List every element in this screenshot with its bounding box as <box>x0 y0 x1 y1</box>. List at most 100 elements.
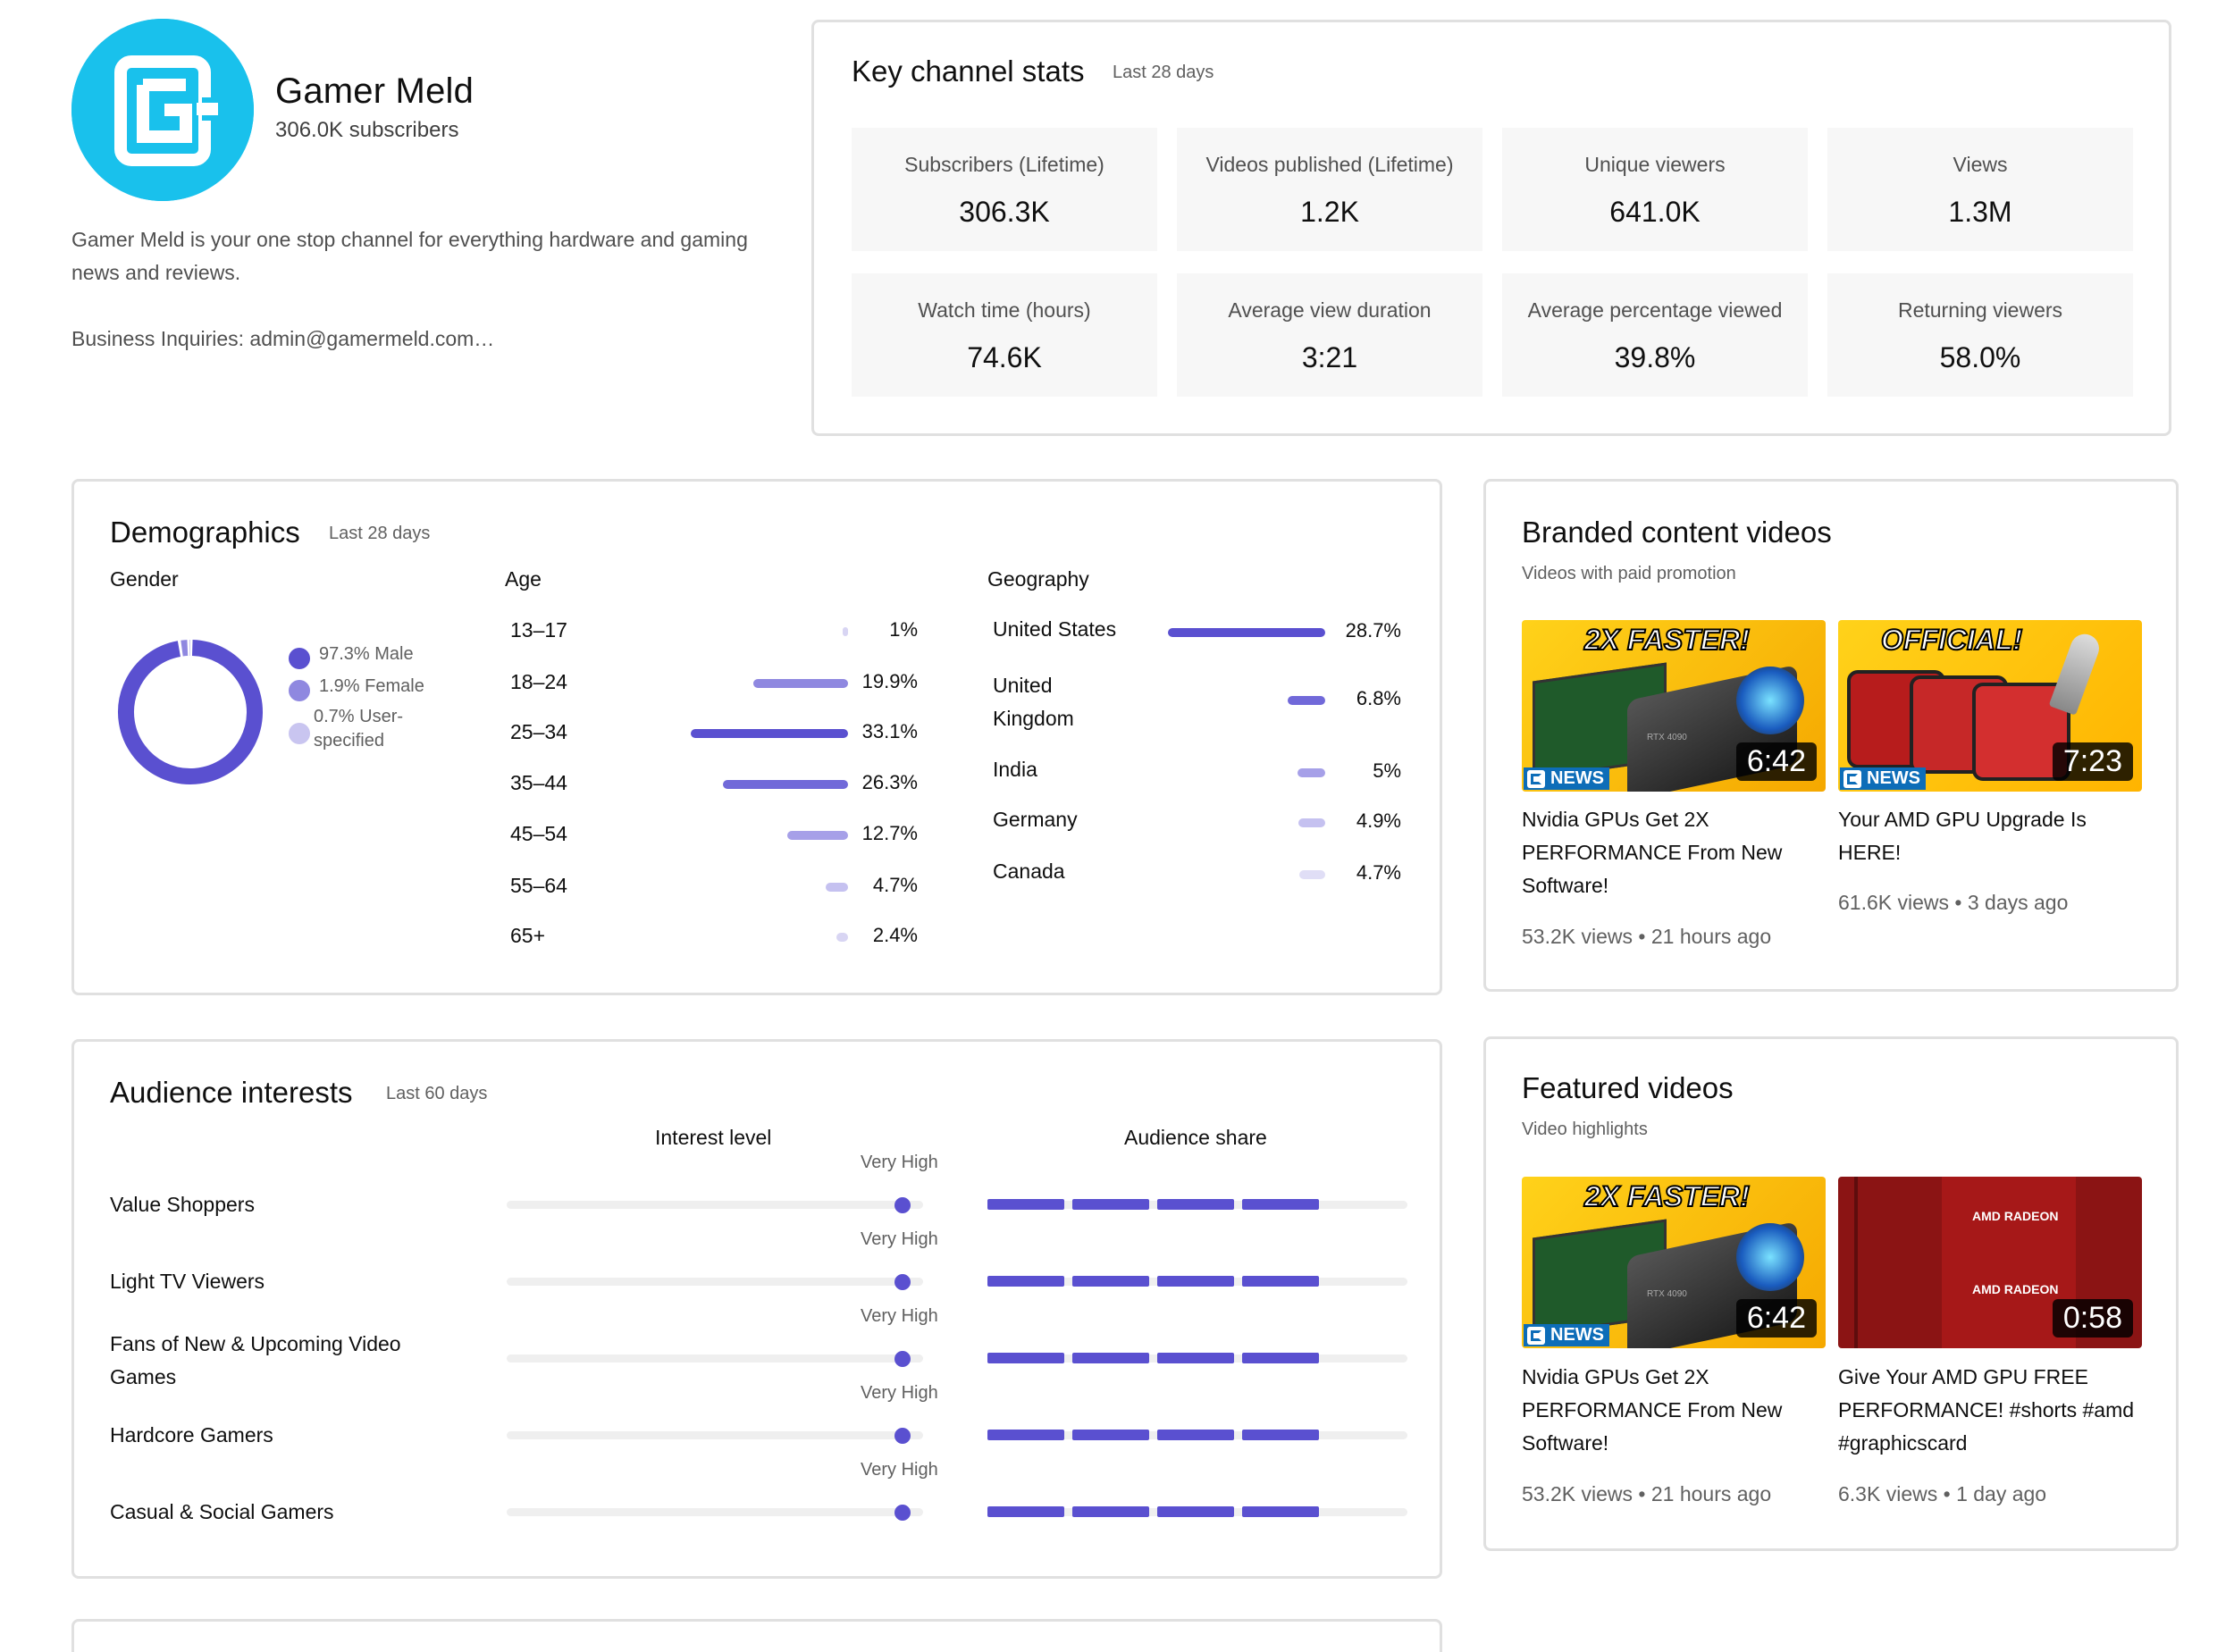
gender-slice-female[interactable] <box>181 640 189 657</box>
age-row-value: 33.1% <box>861 720 918 742</box>
age-bar <box>787 831 848 840</box>
video-age: 3 days ago <box>1967 891 2069 914</box>
stat-value: 3:21 <box>1301 341 1358 373</box>
age-bar <box>723 780 848 789</box>
featured-subtitle: Video highlights <box>1522 1120 1648 1139</box>
interest-level-indicator[interactable] <box>894 1505 911 1521</box>
news-tag: NEWS <box>1524 1324 1609 1346</box>
age-bar <box>691 729 848 738</box>
video-thumbnail[interactable]: 2X FASTER! RTX 4090 6:42 NEWS <box>1522 1177 1826 1348</box>
stat-tile-average-view-duration: Average view duration 3:21 <box>1177 273 1482 397</box>
gender-donut-chart[interactable] <box>110 632 271 792</box>
geography-bar <box>1299 870 1325 879</box>
stat-label: Average view duration <box>1228 298 1432 322</box>
stat-label: Unique viewers <box>1584 153 1726 176</box>
featured-videos-card: Featured videos Video highlights 2X FAST… <box>1483 1036 2179 1551</box>
geography-bar <box>1298 768 1325 777</box>
video-meta: 61.6K views • 3 days ago <box>1838 891 2069 914</box>
audience-share-segment <box>1157 1506 1234 1517</box>
stat-label: Returning viewers <box>1897 298 2063 322</box>
thumb-headline: 2X FASTER! <box>1583 623 1751 657</box>
age-row-value: 12.7% <box>861 822 918 844</box>
interest-level-text: Very High <box>861 1306 938 1326</box>
interest-row-label: Casual & Social Gamers <box>110 1500 334 1523</box>
thumb-headline: OFFICIAL! <box>1880 623 2023 657</box>
gender-label: Gender <box>110 567 179 591</box>
video-title[interactable]: Give Your AMD GPU FREE PERFORMANCE! #sho… <box>1838 1365 2135 1455</box>
gamer-meld-logo-icon <box>71 19 254 201</box>
news-logo-icon <box>1527 769 1545 788</box>
video-age: 21 hours ago <box>1650 1482 1772 1505</box>
video-title[interactable]: Nvidia GPUs Get 2X PERFORMANCE From New … <box>1522 1365 1783 1455</box>
video-views: 53.2K views <box>1522 1482 1634 1505</box>
amd-brand-text: AMD RADEON <box>1972 1282 2059 1296</box>
interest-level-track <box>507 1508 923 1516</box>
audience-share-segment <box>1072 1430 1149 1440</box>
legend-female: 1.9% Female <box>319 676 424 696</box>
stat-label: Views <box>1953 153 2008 176</box>
age-row-label: 18–24 <box>510 670 567 693</box>
stat-value: 1.2K <box>1300 196 1359 228</box>
interest-level-indicator[interactable] <box>894 1274 911 1290</box>
geography-row-label: United Kingdom <box>993 669 1074 735</box>
age-bar <box>826 883 848 892</box>
geography-row-label: United States <box>993 617 1117 641</box>
geography-bar <box>1168 628 1325 637</box>
stat-tile-returning-viewers: Returning viewers 58.0% <box>1827 273 2133 397</box>
audience-share-segment <box>1242 1353 1319 1363</box>
interest-row-label: Hardcore Gamers <box>110 1423 273 1447</box>
audience-share-segment <box>1242 1199 1319 1210</box>
geography-row-label: Canada <box>993 860 1065 883</box>
interest-level-indicator[interactable] <box>894 1428 911 1444</box>
audience-share-segment <box>1157 1430 1234 1440</box>
audience-share-segment <box>1242 1506 1319 1517</box>
news-logo-icon <box>1527 1326 1545 1345</box>
video-views: 53.2K views <box>1522 925 1634 948</box>
video-duration: 7:23 <box>2052 742 2133 781</box>
age-row-value: 4.7% <box>872 874 918 896</box>
channel-avatar[interactable] <box>71 19 254 201</box>
stat-label: Average percentage viewed <box>1527 298 1783 322</box>
age-row-value: 1% <box>889 618 918 641</box>
geography-row-label-line: Kingdom <box>993 707 1074 730</box>
video-thumbnail[interactable]: OFFICIAL! 7:23 NEWS <box>1838 620 2142 792</box>
interest-row-label: Light TV Viewers <box>110 1270 265 1293</box>
legend-dot-male <box>289 648 310 669</box>
video-title[interactable]: Nvidia GPUs Get 2X PERFORMANCE From New … <box>1522 808 1783 897</box>
channel-name[interactable]: Gamer Meld <box>275 71 475 111</box>
geography-row-value: 6.8% <box>1356 687 1401 709</box>
video-thumbnail[interactable]: AMD RADEON AMD RADEON 0:58 <box>1838 1177 2142 1348</box>
news-tag: NEWS <box>1524 767 1609 790</box>
interest-level-header: Interest level <box>655 1126 772 1149</box>
audience-share-segment <box>987 1353 1064 1363</box>
interest-level-track <box>507 1278 923 1286</box>
interests-period: Last 60 days <box>386 1084 488 1103</box>
interest-level-indicator[interactable] <box>894 1197 911 1213</box>
video-title[interactable]: Your AMD GPU Upgrade Is HERE! <box>1838 808 2087 864</box>
demographics-title: Demographics <box>110 516 300 549</box>
interest-row-label: Value Shoppers <box>110 1193 255 1216</box>
gender-slice-male[interactable] <box>118 640 263 784</box>
age-row-label: 55–64 <box>510 874 567 897</box>
key-stats-title: Key channel stats <box>852 55 1085 88</box>
stat-label: Videos published (Lifetime) <box>1205 153 1454 176</box>
branded-subtitle: Videos with paid promotion <box>1522 564 1736 583</box>
news-tag-label: NEWS <box>1867 768 1920 788</box>
geography-bar <box>1288 696 1325 705</box>
stat-tile-views: Views 1.3M <box>1827 128 2133 251</box>
geography-row-value: 5% <box>1373 759 1401 782</box>
interest-level-indicator[interactable] <box>894 1351 911 1367</box>
video-thumbnail[interactable]: 2X FASTER! RTX 4090 6:42 NEWS <box>1522 620 1826 792</box>
interest-level-text: Very High <box>861 1153 938 1172</box>
video-age: 1 day ago <box>1956 1482 2047 1505</box>
video-duration: 6:42 <box>1735 1299 1817 1338</box>
audience-share-segment <box>1242 1276 1319 1287</box>
thumb-headline: 2X FASTER! <box>1583 1179 1751 1213</box>
audience-share-header: Audience share <box>1124 1126 1267 1149</box>
channel-business-inquiries: Business Inquiries: admin@gamermeld.com… <box>71 327 495 350</box>
audience-share-segment <box>987 1430 1064 1440</box>
legend-dot-user-specified <box>289 723 310 744</box>
next-section-card <box>71 1619 1442 1652</box>
stat-value: 58.0% <box>1939 341 2021 373</box>
thumb-divider <box>1854 1177 1858 1348</box>
